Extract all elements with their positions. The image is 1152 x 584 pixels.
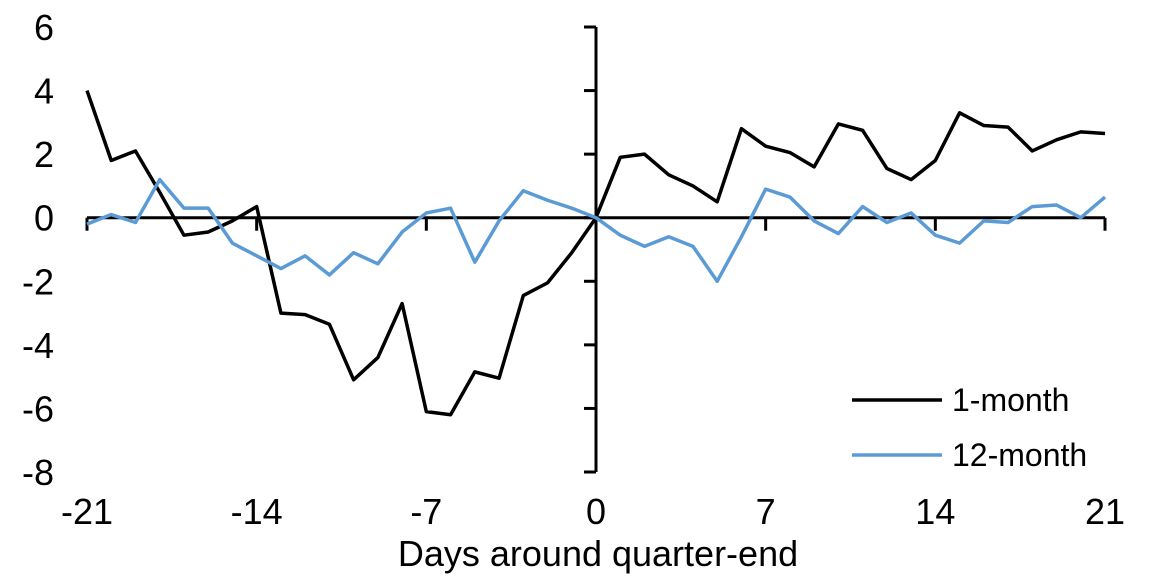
y-tick-label: 2 bbox=[34, 134, 54, 175]
series-line-12-month bbox=[86, 177, 1107, 284]
x-tick-label: -14 bbox=[231, 491, 283, 532]
x-tick-label: 7 bbox=[756, 491, 776, 532]
x-tick-label: 0 bbox=[586, 491, 606, 532]
y-tick-label: 0 bbox=[34, 198, 54, 239]
y-tick-label: -6 bbox=[22, 388, 54, 429]
y-tick-label: 6 bbox=[34, 7, 54, 48]
x-tick-label: -7 bbox=[410, 491, 442, 532]
y-tick-label: -8 bbox=[22, 452, 54, 493]
y-tick-label: -4 bbox=[22, 325, 54, 366]
x-axis-title: Days around quarter-end bbox=[398, 533, 798, 574]
y-tick-label: 4 bbox=[34, 71, 54, 112]
x-tick-label: -21 bbox=[61, 491, 113, 532]
x-tick-label: 21 bbox=[1085, 491, 1125, 532]
y-tick-label: -2 bbox=[22, 261, 54, 302]
x-tick-label: 14 bbox=[915, 491, 955, 532]
legend-label-12-month: 12-month bbox=[952, 437, 1087, 473]
legend-label-1-month: 1-month bbox=[952, 382, 1069, 418]
